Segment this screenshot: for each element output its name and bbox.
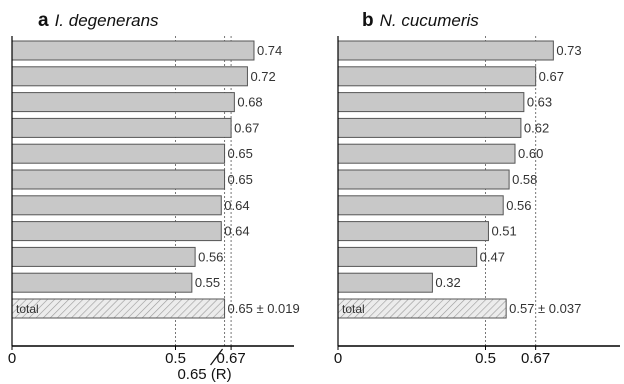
panel-a-bar (11, 246, 196, 267)
panel-a-bar (11, 40, 255, 61)
panel-b-bar (337, 66, 537, 87)
panel-a-total-value: 0.65 ± 0.019 (228, 301, 300, 316)
panel-a-value-label: 0.64 (224, 198, 249, 213)
panel-a-title: a I. degenerans (38, 10, 159, 31)
panel-a-total-label: total (16, 302, 39, 316)
panel-b-species: N. cucumeris (380, 11, 480, 30)
panel-a-value-label: 0.65 (228, 172, 253, 187)
panel-a-bar (11, 195, 222, 216)
panel-a-letter: a (38, 10, 49, 31)
panel-a-bar (11, 272, 193, 293)
panel-b-value-label: 0.47 (480, 249, 505, 264)
panel-a-value-label: 0.55 (195, 275, 220, 290)
panel-a-value-label: 0.56 (198, 249, 223, 264)
panel-a-value-label: 0.67 (234, 120, 259, 135)
panel-a-total-bar (11, 298, 226, 319)
panel-b-bar (337, 272, 433, 293)
panel-b-bar (337, 117, 522, 138)
panel-b-tick-label: 0 (334, 350, 342, 367)
panel-a-bar (11, 92, 235, 113)
panel-b-value-label: 0.51 (491, 224, 516, 239)
panel-b-title: b N. cucumeris (362, 10, 479, 31)
panel-b-bar (337, 143, 516, 164)
panel-b-bar (337, 246, 478, 267)
panel-a-bar (11, 143, 226, 164)
panel-b-value-label: 0.56 (506, 198, 531, 213)
panel-b-total-label: total (342, 302, 365, 316)
panel-b-bar (337, 195, 504, 216)
panel-a-annotation-arrow (210, 348, 224, 366)
panel-a-value-label: 0.64 (224, 224, 249, 239)
panel-a-tick-label: 0 (8, 350, 16, 367)
panel-b-value-label: 0.32 (435, 275, 460, 290)
panel-b-value-label: 0.62 (524, 120, 549, 135)
panel-b-tick-label: 0.67 (521, 350, 550, 367)
panel-b-tick-label: 0.5 (475, 350, 496, 367)
panel-a-value-label: 0.68 (237, 95, 262, 110)
panel-a-bar (11, 66, 248, 87)
panel-b-value-label: 0.60 (518, 146, 543, 161)
panel-a-value-label: 0.74 (257, 43, 282, 58)
panel-a-value-label: 0.72 (250, 69, 275, 84)
panel-b-bar (337, 221, 489, 242)
panel-a-tick-label: 0.67 (216, 350, 245, 367)
panel-b-letter: b (362, 10, 374, 31)
panel-a-bar (11, 221, 222, 242)
panel-a-bar (11, 169, 226, 190)
panel-b-value-label: 0.73 (556, 43, 581, 58)
panel-a-annotation-label: 0.65 (R) (177, 366, 231, 383)
panel-a-bar (11, 117, 232, 138)
panel-b-bar (337, 40, 554, 61)
panel-a-tick-label: 0.5 (165, 350, 186, 367)
panel-a-species: I. degenerans (55, 11, 159, 30)
panel-b-value-label: 0.58 (512, 172, 537, 187)
panel-b-bar (337, 169, 510, 190)
panel-b-value-label: 0.63 (527, 95, 552, 110)
panel-a-value-label: 0.65 (228, 146, 253, 161)
panel-b-value-label: 0.67 (539, 69, 564, 84)
panel-b-total-value: 0.57 ± 0.037 (509, 301, 581, 316)
panel-b-bar (337, 92, 525, 113)
